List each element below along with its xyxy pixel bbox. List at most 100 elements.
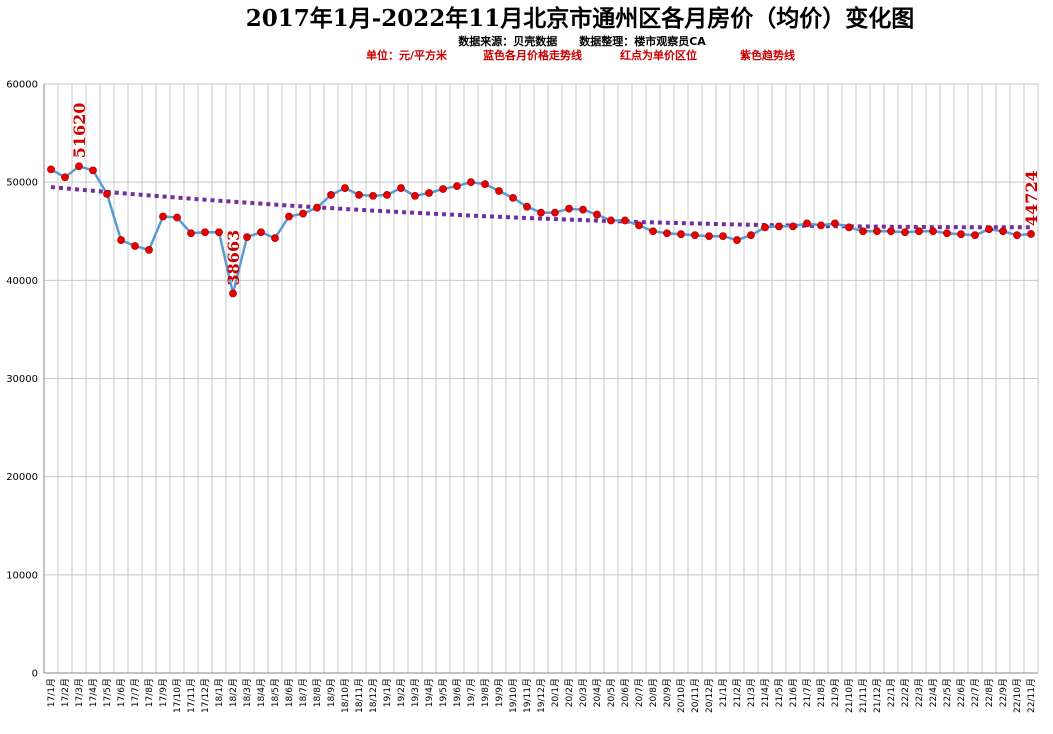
data-point bbox=[411, 192, 419, 200]
legend-note-unit: 单位：元/平方米 bbox=[366, 48, 448, 62]
legend-note-trend: 紫色趋势线 bbox=[740, 48, 795, 62]
x-tick-label: 21/8月 bbox=[816, 678, 827, 707]
x-tick-label: 17/4月 bbox=[88, 678, 99, 707]
data-point bbox=[747, 231, 755, 240]
x-tick-label: 20/9月 bbox=[662, 678, 673, 707]
data-point bbox=[999, 227, 1007, 236]
data-point bbox=[775, 222, 783, 231]
x-tick-label: 21/4月 bbox=[760, 678, 771, 707]
x-tick-label: 20/11月 bbox=[690, 678, 701, 713]
x-tick-label: 21/6月 bbox=[788, 678, 799, 707]
legend-note-points: 红点为单价区位 bbox=[620, 48, 697, 62]
x-tick-label: 20/7月 bbox=[634, 678, 645, 707]
data-point bbox=[313, 203, 321, 212]
data-point bbox=[243, 233, 251, 242]
data-point bbox=[859, 227, 867, 236]
data-point bbox=[957, 230, 965, 239]
data-point bbox=[89, 166, 97, 175]
data-point bbox=[621, 216, 629, 225]
x-tick-label: 20/6月 bbox=[620, 678, 631, 707]
x-tick-label: 17/8月 bbox=[144, 678, 155, 707]
data-point bbox=[607, 216, 615, 225]
series-layer bbox=[47, 162, 1035, 298]
legend-note-line: 蓝色各月价格走势线 bbox=[483, 48, 582, 62]
data-point bbox=[593, 210, 601, 219]
x-tick-label: 21/5月 bbox=[774, 678, 785, 707]
data-point bbox=[873, 227, 881, 236]
data-point bbox=[705, 232, 713, 241]
data-point bbox=[1027, 230, 1035, 238]
x-tick-label: 18/2月 bbox=[228, 678, 239, 707]
data-point bbox=[61, 173, 69, 182]
x-tick-label: 21/9月 bbox=[830, 678, 841, 707]
x-tick-label: 18/5月 bbox=[270, 678, 281, 707]
x-tick-label: 18/8月 bbox=[312, 678, 323, 707]
x-tick-label: 18/9月 bbox=[326, 678, 337, 707]
data-point bbox=[285, 212, 293, 221]
x-tick-label: 21/7月 bbox=[802, 678, 813, 707]
trend-line bbox=[50, 185, 1031, 230]
data-point bbox=[453, 182, 461, 190]
data-point bbox=[971, 231, 979, 240]
data-point bbox=[47, 165, 55, 174]
data-point bbox=[719, 232, 727, 241]
y-tick-label: 60000 bbox=[6, 80, 38, 91]
data-point bbox=[985, 225, 993, 234]
x-tick-label: 20/2月 bbox=[564, 678, 575, 707]
x-tick-label: 17/12月 bbox=[200, 678, 211, 713]
x-tick-label: 17/10月 bbox=[172, 678, 183, 713]
x-tick-label: 18/12月 bbox=[368, 678, 379, 713]
data-point bbox=[551, 208, 559, 217]
data-point bbox=[915, 227, 923, 236]
data-point bbox=[537, 208, 545, 217]
data-point bbox=[145, 246, 153, 254]
data-point bbox=[677, 230, 685, 239]
x-tick-label: 18/4月 bbox=[256, 678, 267, 707]
data-point bbox=[271, 234, 279, 243]
x-tick-label: 17/7月 bbox=[130, 678, 141, 707]
data-point bbox=[383, 191, 391, 199]
y-tick-label: 50000 bbox=[6, 178, 38, 189]
data-point bbox=[789, 222, 797, 231]
x-tick-label: 22/10月 bbox=[1012, 678, 1023, 713]
data-point bbox=[761, 223, 769, 232]
data-point bbox=[495, 187, 503, 195]
data-point bbox=[663, 229, 671, 238]
data-point bbox=[355, 191, 363, 199]
x-tick-label: 21/10月 bbox=[844, 678, 855, 713]
x-tick-label: 19/2月 bbox=[396, 678, 407, 707]
data-point bbox=[635, 221, 643, 230]
chart-subtitle: 数据来源：贝壳数据 数据整理：楼市观察员CA bbox=[458, 34, 706, 48]
data-point bbox=[733, 236, 741, 244]
x-tick-label: 19/6月 bbox=[452, 678, 463, 707]
x-tick-label: 22/5月 bbox=[942, 678, 953, 707]
x-tick-label: 20/12月 bbox=[704, 678, 715, 713]
data-point bbox=[831, 219, 839, 228]
data-point bbox=[369, 192, 377, 200]
x-tick-label: 17/1月 bbox=[46, 678, 57, 707]
x-tick-label: 22/3月 bbox=[914, 678, 925, 707]
data-point bbox=[299, 209, 307, 218]
x-tick-label: 20/10月 bbox=[676, 678, 687, 713]
x-tick-label: 19/4月 bbox=[424, 678, 435, 707]
data-point bbox=[439, 185, 447, 193]
x-tick-label: 19/12月 bbox=[536, 678, 547, 713]
x-tick-label: 22/11月 bbox=[1026, 678, 1037, 713]
x-tick-label: 21/11月 bbox=[858, 678, 869, 713]
y-tick-label: 0 bbox=[32, 669, 38, 680]
y-tick-label: 30000 bbox=[6, 374, 38, 385]
y-tick-label: 10000 bbox=[6, 570, 38, 581]
data-point bbox=[565, 204, 573, 213]
x-tick-label: 22/1月 bbox=[886, 678, 897, 707]
x-tick-label: 20/1月 bbox=[550, 678, 561, 707]
annotation-label: 44724 bbox=[1022, 170, 1041, 226]
data-point bbox=[803, 219, 811, 228]
x-tick-label: 21/3月 bbox=[746, 678, 757, 707]
x-tick-label: 20/5月 bbox=[606, 678, 617, 707]
data-point bbox=[649, 227, 657, 236]
x-tick-label: 19/9月 bbox=[494, 678, 505, 707]
data-point bbox=[229, 289, 237, 298]
x-tick-label: 21/12月 bbox=[872, 678, 883, 713]
chart-title: 2017年1月-2022年11月北京市通州区各月房价（均价）变化图 bbox=[246, 5, 915, 32]
x-tick-label: 19/1月 bbox=[382, 678, 393, 707]
